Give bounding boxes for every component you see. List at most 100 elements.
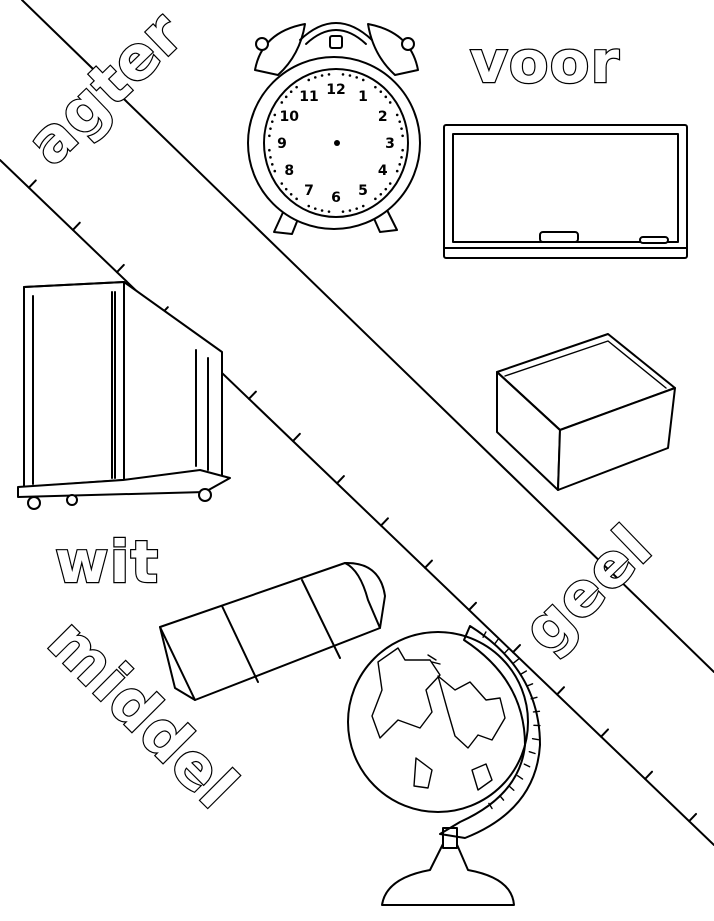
globe-ring-tick xyxy=(531,737,540,741)
ruler-top-edge xyxy=(21,0,714,673)
clock-minute-dot xyxy=(395,169,399,173)
cupboard-picture xyxy=(17,281,231,510)
clock-minute-dot xyxy=(284,187,288,191)
clock-minute-dot xyxy=(400,156,403,159)
clock-minute-dot xyxy=(341,73,345,76)
clock-minute-dot xyxy=(269,127,272,130)
clock-minute-dot xyxy=(280,182,284,185)
box-picture xyxy=(496,333,676,491)
globe-ring-tick xyxy=(530,696,538,700)
clock-minute-dot xyxy=(268,134,271,138)
ruler-tick xyxy=(600,728,610,738)
clock-numeral: 9 xyxy=(277,136,287,152)
clock-minute-dot xyxy=(384,95,388,99)
clock-minute-dot xyxy=(273,113,277,117)
globe-ring-tick xyxy=(488,802,493,810)
clock-minute-dot xyxy=(273,169,277,173)
clock-minute-dot xyxy=(289,192,293,196)
ruler-tick xyxy=(71,221,81,231)
clock-numeral: 12 xyxy=(326,82,345,98)
clock-minute-dot xyxy=(313,207,317,210)
ruler-bottom-edge xyxy=(0,159,714,846)
ruler-tick xyxy=(247,390,257,400)
clock-numeral: 2 xyxy=(378,109,388,125)
clock-minute-dot xyxy=(401,134,404,138)
clock-minute-dot xyxy=(379,192,383,196)
globe-ring-tick xyxy=(523,763,531,768)
clock-minute-dot xyxy=(313,76,317,79)
clock-minute-dot xyxy=(270,163,274,166)
word-voor: voor xyxy=(470,28,620,96)
clock-minute-dot xyxy=(395,113,399,117)
ruler-tick xyxy=(291,432,301,443)
clock-numeral: 4 xyxy=(378,163,388,179)
clock-minute-dot xyxy=(374,197,377,201)
clock-minute-dot xyxy=(398,120,402,123)
clock-minute-dot xyxy=(341,210,345,213)
clock-minute-dot xyxy=(327,210,331,213)
globe-ring-tick xyxy=(482,631,487,638)
globe-ring-tick xyxy=(512,658,520,664)
clock-minute-dot xyxy=(361,204,365,208)
ruler-tick xyxy=(644,770,654,780)
clock-minute-dot xyxy=(284,95,288,99)
clock-numeral: 10 xyxy=(279,109,299,125)
clock-numeral: 7 xyxy=(304,183,314,199)
clock-minute-dot xyxy=(269,156,272,159)
clock-minute-dot xyxy=(295,197,298,201)
globe-ring-tick xyxy=(520,670,528,675)
clock-numeral: 11 xyxy=(299,89,318,105)
clock-numeral: 8 xyxy=(284,163,294,179)
globe-ring-tick xyxy=(526,683,534,687)
clock-minute-dot xyxy=(379,90,383,94)
clock-minute-dot xyxy=(355,207,359,210)
clock-minute-dot xyxy=(388,101,392,104)
ruler-tick xyxy=(115,263,125,274)
ruler-tick xyxy=(380,517,389,527)
ruler-tick xyxy=(512,644,521,654)
clock-minute-dot xyxy=(348,209,352,212)
clock-minute-dot xyxy=(398,163,402,166)
clock-minute-dot xyxy=(295,85,298,89)
globe-ring-tick xyxy=(528,750,536,755)
globe-ring-tick xyxy=(499,794,505,801)
clock-minute-dot xyxy=(320,74,324,77)
globe-ring-tick xyxy=(503,647,510,654)
globe-meridian-ticks xyxy=(482,631,541,810)
clock-minute-dot xyxy=(268,148,271,152)
ruler-tick xyxy=(424,559,433,569)
clock-minute-dot xyxy=(384,187,388,191)
clock-minute-dot xyxy=(307,204,311,208)
ruler-tick xyxy=(27,179,37,189)
clock-minute-dot xyxy=(400,127,403,130)
globe-ring-tick xyxy=(532,710,541,713)
globe-picture xyxy=(347,625,541,906)
word-agter: agter xyxy=(14,0,197,179)
chalkboard-picture xyxy=(443,124,688,259)
clock-minute-dot xyxy=(401,148,404,152)
clock-minute-dot xyxy=(307,78,311,82)
clock-minute-dot xyxy=(348,74,352,77)
ruler-tick xyxy=(468,601,477,611)
clock-minute-dot xyxy=(289,90,293,94)
clock-numeral: 3 xyxy=(385,136,395,152)
ruler-tick xyxy=(335,475,345,485)
word-geel: geel xyxy=(510,512,666,666)
word-wit: wit xyxy=(55,528,159,596)
clock-numeral: 5 xyxy=(358,183,368,199)
clock-minute-dot xyxy=(355,76,359,79)
globe-ring-tick xyxy=(508,785,515,791)
clock-minute-dot xyxy=(361,78,365,82)
clock-minute-dot xyxy=(280,101,284,104)
clock-numeral: 1 xyxy=(358,89,368,105)
clock-minute-dot xyxy=(327,73,331,76)
ruler-tick xyxy=(688,812,698,823)
globe-ring-tick xyxy=(493,638,499,646)
eraser-picture xyxy=(159,561,386,701)
clock-minute-dot xyxy=(388,182,392,185)
clock-minute-dot xyxy=(270,120,274,123)
globe-ring-tick xyxy=(516,774,524,780)
